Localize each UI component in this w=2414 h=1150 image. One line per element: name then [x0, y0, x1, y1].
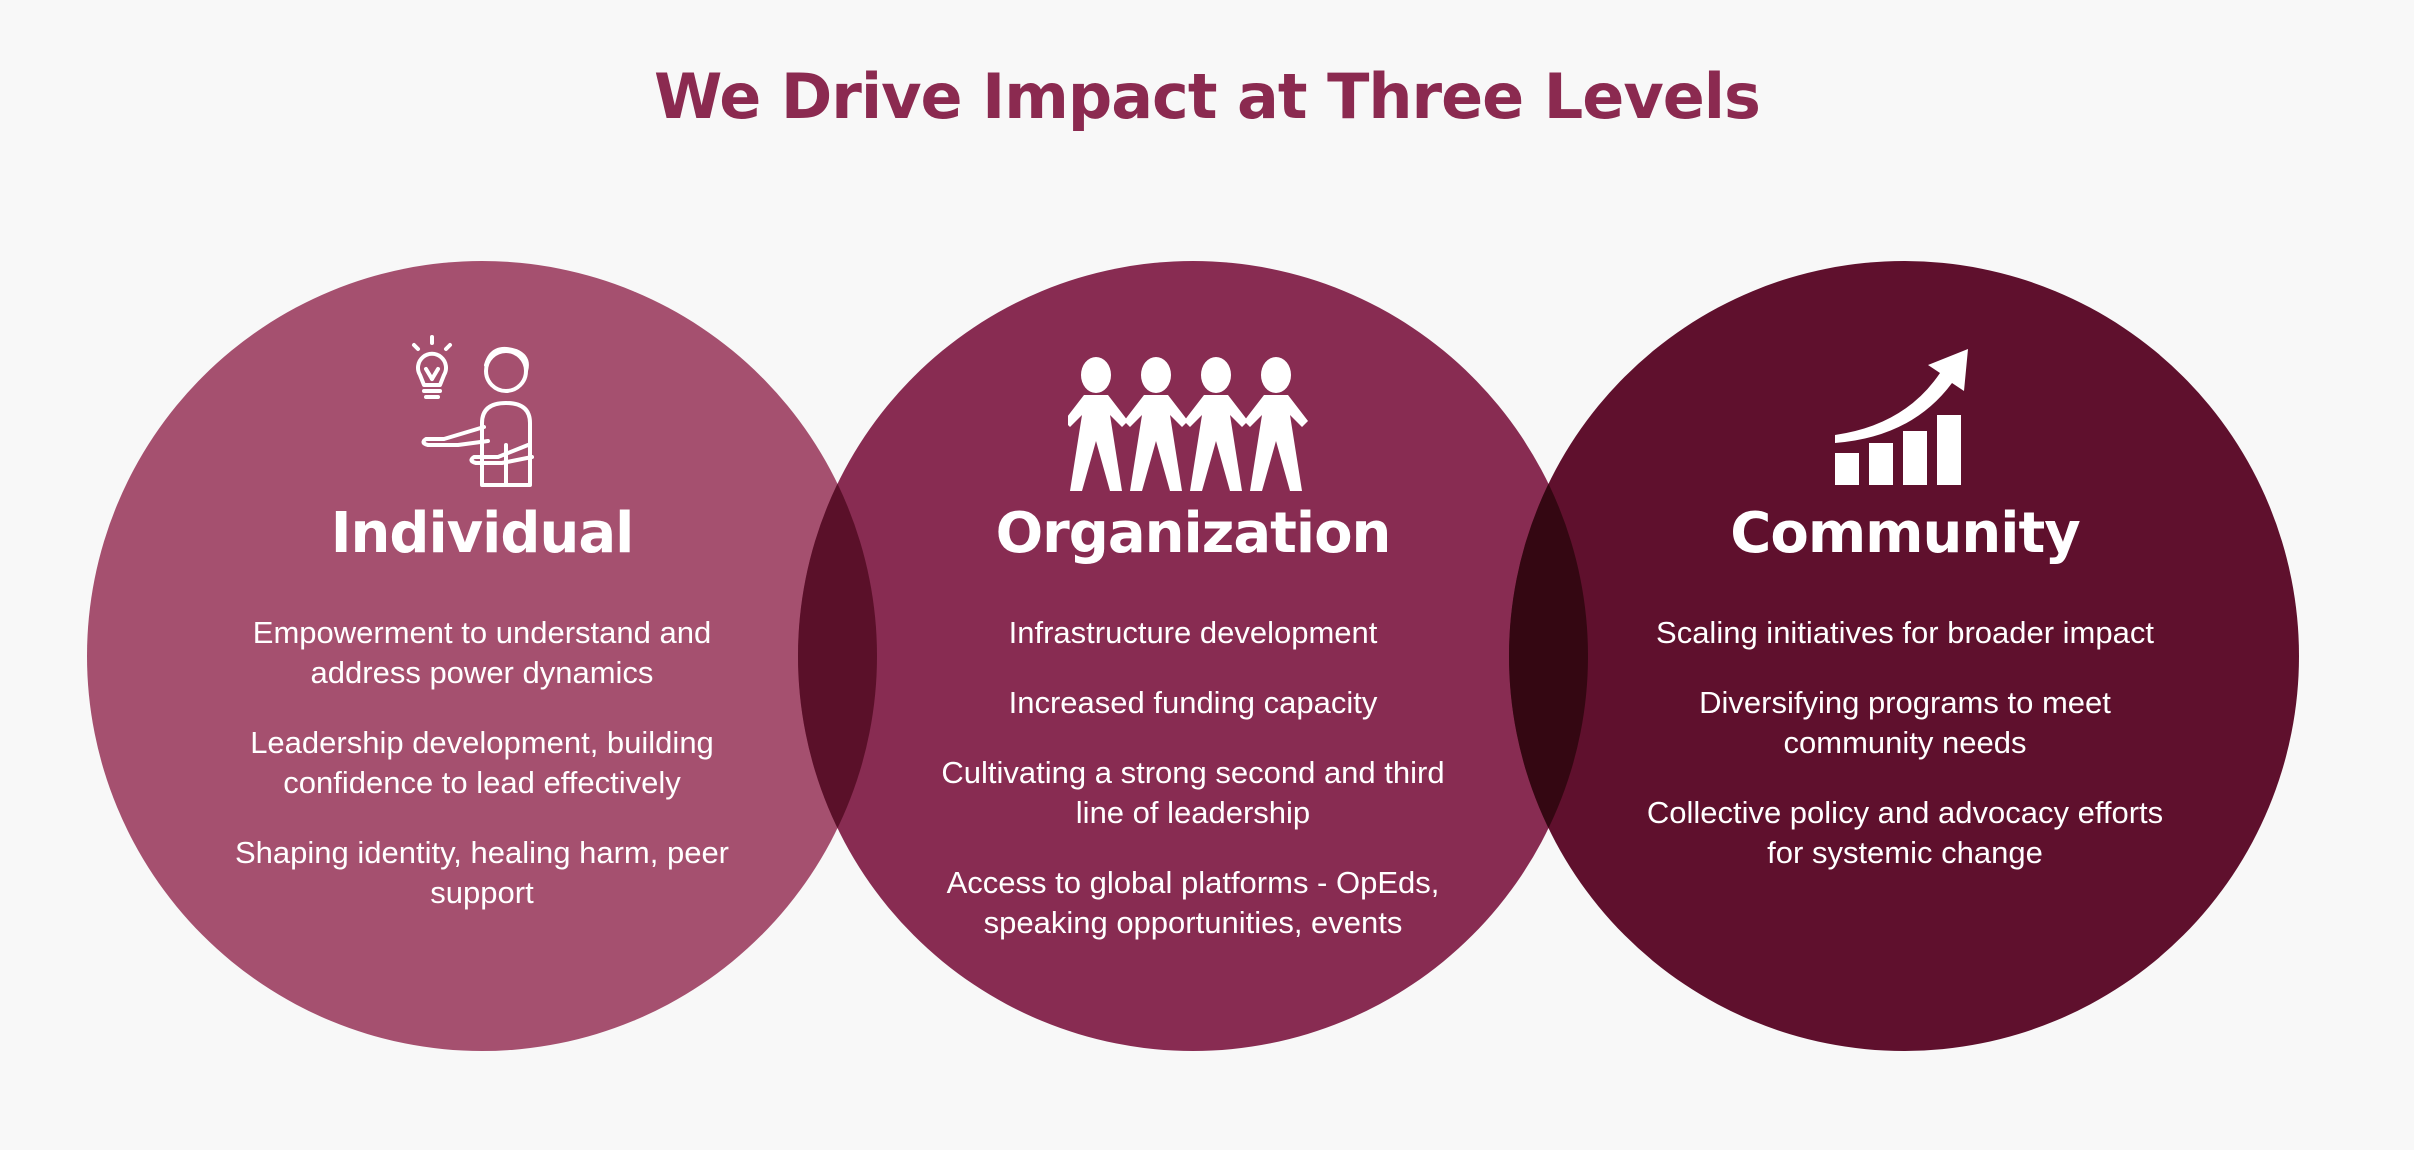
panel-community: Community Scaling initiatives for broade…: [1595, 335, 2215, 903]
organization-item: Infrastructure development: [1008, 615, 1378, 650]
heading-community: Community: [1730, 501, 2080, 566]
paper-person: [1068, 357, 1128, 491]
circle-organization: [798, 261, 1588, 1051]
circle-individual: [87, 261, 877, 1051]
panel-individual: Individual Empowerment to understand and…: [172, 335, 792, 943]
page-title: We Drive Impact at Three Levels: [654, 60, 1761, 133]
growth-chart-icon: [1835, 349, 1968, 485]
heading-organization: Organization: [995, 501, 1392, 566]
community-item: Scaling initiatives for broader impact: [1656, 615, 2154, 650]
heading-individual: Individual: [330, 501, 635, 566]
organization-item: Cultivating a strong second and third li…: [941, 755, 1445, 830]
individual-item: Empowerment to understand and address po…: [252, 615, 712, 690]
organization-item: Increased funding capacity: [1008, 685, 1378, 720]
circle-community: [1509, 261, 2299, 1051]
individual-item: Leadership development, building confide…: [250, 725, 714, 800]
organization-item: Access to global platforms - OpEds, spea…: [946, 865, 1440, 940]
individual-item: Shaping identity, healing harm, peer sup…: [234, 835, 730, 910]
panel-organization: Organization Infrastructure development …: [883, 335, 1503, 973]
person-with-lightbulb-icon: [412, 335, 534, 487]
people-holding-hands-icon: [1068, 357, 1308, 491]
community-item: Diversifying programs to meet community …: [1699, 685, 2111, 760]
community-item: Collective policy and advocacy efforts f…: [1646, 795, 2164, 870]
